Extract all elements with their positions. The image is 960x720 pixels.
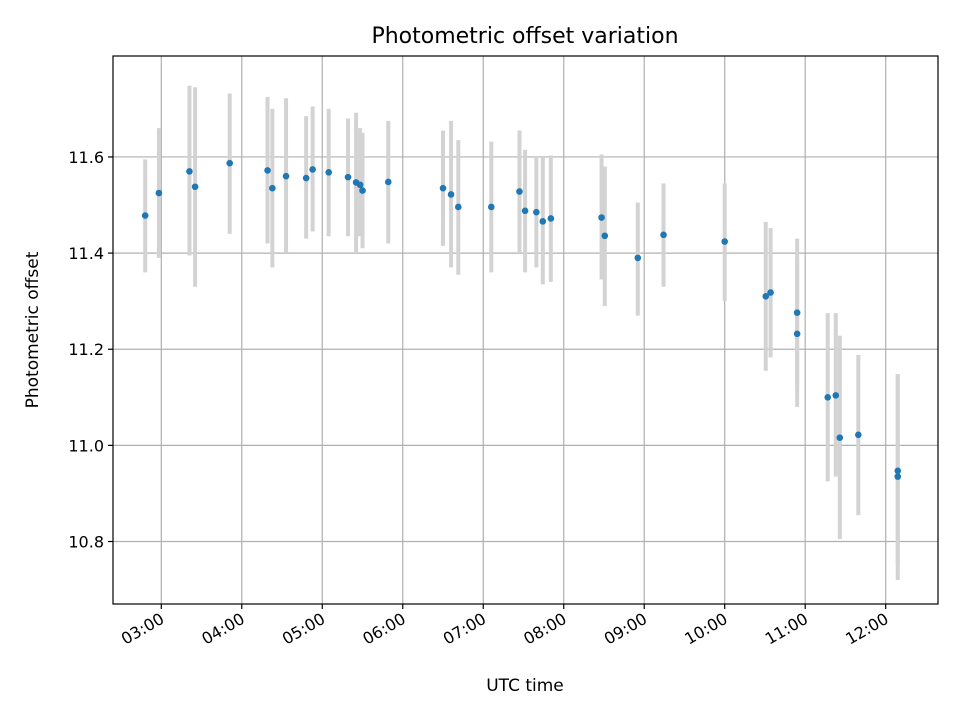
data-points	[141, 159, 902, 480]
data-point	[356, 181, 364, 189]
data-point	[282, 172, 290, 180]
data-point	[141, 212, 149, 219]
data-point	[894, 473, 902, 480]
data-point	[344, 173, 352, 181]
data-point	[894, 467, 902, 475]
data-point	[186, 168, 193, 175]
data-point	[384, 178, 392, 186]
x-axis-label: UTC time	[486, 676, 564, 696]
data-point	[824, 393, 832, 401]
data-point	[447, 191, 455, 198]
data-point	[598, 214, 605, 221]
data-point	[269, 184, 276, 192]
data-point	[547, 215, 555, 222]
data-point	[832, 392, 840, 399]
plot-frame	[112, 55, 939, 605]
data-point	[359, 187, 366, 194]
data-point	[793, 330, 801, 338]
data-point	[487, 203, 495, 211]
data-point	[793, 309, 801, 316]
data-point	[226, 159, 234, 167]
data-point	[634, 254, 642, 262]
y-tick-label: 11.4	[68, 244, 104, 263]
y-tick-label: 10.8	[68, 533, 104, 552]
y-axis-label: Photometric offset	[23, 251, 43, 408]
data-point	[660, 231, 667, 239]
y-axis: 10.8 11.0 11.2 11.4 11.6	[68, 148, 113, 552]
data-point	[533, 208, 540, 216]
data-point	[516, 188, 523, 195]
data-point	[439, 184, 447, 192]
data-point	[836, 434, 844, 441]
y-tick-label: 11.6	[68, 148, 104, 167]
data-point	[264, 167, 271, 174]
data-point	[302, 174, 310, 182]
y-tick-label: 11.0	[68, 436, 104, 455]
chart-title: Photometric offset variation	[371, 24, 678, 49]
data-point	[521, 207, 529, 215]
data-point	[601, 232, 609, 240]
data-point	[762, 293, 770, 300]
data-point	[539, 218, 547, 225]
data-point	[767, 289, 774, 296]
data-point	[191, 183, 199, 191]
data-point	[309, 166, 316, 173]
data-point	[454, 203, 462, 211]
data-point	[325, 169, 333, 176]
data-point	[721, 238, 729, 245]
data-point	[155, 189, 163, 197]
data-point	[855, 431, 862, 439]
y-tick-label: 11.2	[68, 340, 104, 359]
